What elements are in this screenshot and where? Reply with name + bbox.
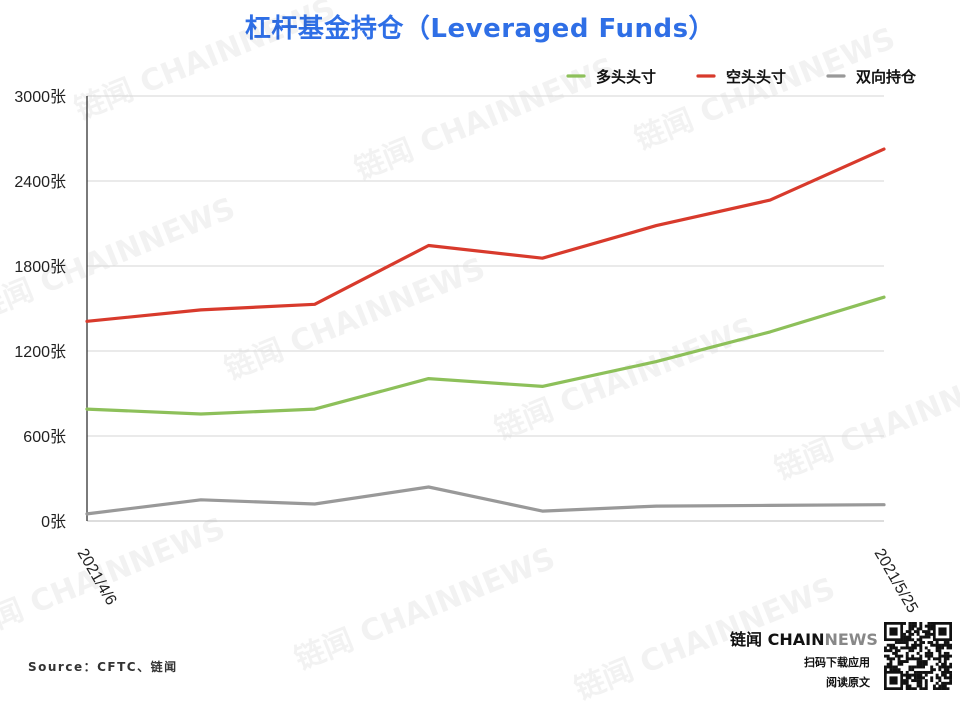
grid-lines [87,95,884,522]
brand-download-text: 扫码下载应用 [804,656,870,669]
brand-name-en-b: NEWS [824,630,878,649]
brand-name: 链闻 CHAINNEWS [730,626,878,650]
series-line-0 [85,295,886,416]
legend-label: 空头头寸 [726,68,786,86]
y-tick-label: 2400张 [14,173,66,191]
y-tick-label: 3000张 [14,88,66,106]
series-line-1 [85,147,886,323]
watermark-text: 链闻 CHAINNEWS [490,311,760,447]
watermark-text: 链闻 CHAINNEWS [70,0,340,127]
source-note: Source：CFTC、链闻 [28,660,178,674]
watermark-text: 链闻 CHAINNEWS [770,351,960,487]
qr-code-icon[interactable] [884,622,952,690]
y-tick-label: 600张 [23,428,66,446]
watermark-text: 链闻 CHAINNEWS [290,541,560,677]
y-tick-label: 0张 [41,513,66,531]
y-tick-label: 1200张 [14,343,66,361]
legend: 多头头寸 空头头寸 双向持仓 [566,68,917,86]
brand-name-cn: 链闻 [730,630,763,649]
x-tick-label: 2021/5/25 [871,546,921,616]
watermark-text: 链闻 CHAINNEWS [350,51,620,187]
brand-name-en-a: CHAIN [767,630,825,649]
legend-label: 双向持仓 [856,68,917,86]
chart-title: 杠杆基金持仓（Leveraged Funds） [244,14,716,44]
y-tick-label: 1800张 [14,258,66,276]
legend-label: 多头头寸 [596,68,656,86]
series-lines [85,147,886,516]
brand-block: 链闻 CHAINNEWS 扫码下载应用 阅读原文 [730,626,878,690]
watermark-text: 链闻 CHAINNEWS [630,21,900,157]
watermark-text: 链闻 CHAINNEWS [220,251,490,387]
watermark-text: 链闻 CHAINNEWS [0,511,230,647]
series-line-2 [85,485,886,516]
y-axis: 0张 600张 1200张 1800张 2400张 3000张 [14,88,88,531]
brand-read-text: 阅读原文 [826,676,870,689]
